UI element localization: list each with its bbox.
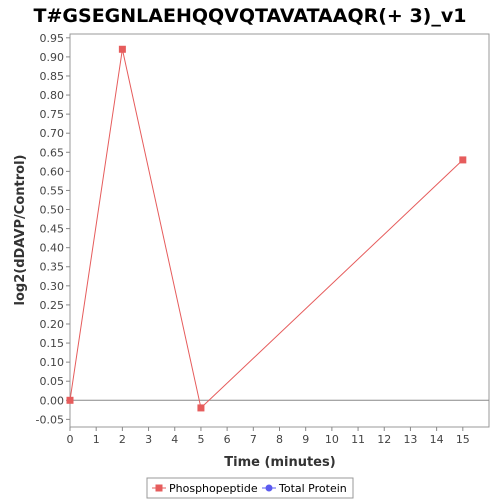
x-tick-label: 6: [224, 433, 231, 446]
y-tick-label: 0.30: [40, 280, 65, 293]
y-tick-label: 0.40: [40, 242, 65, 255]
legend-label: Phosphopeptide: [169, 482, 258, 495]
series-line: [69, 49, 464, 409]
legend-item: Phosphopeptide: [152, 482, 258, 495]
y-axis-label: log2(dDAVP/Control): [13, 155, 28, 306]
y-tick-label: 0.60: [40, 165, 65, 178]
x-tick-label: 12: [377, 433, 391, 446]
x-tick-label: 11: [351, 433, 365, 446]
x-tick-label: 10: [325, 433, 339, 446]
plot-area: [69, 33, 490, 428]
data-point: [118, 45, 126, 53]
y-tick-label: 0.55: [40, 184, 65, 197]
y-tick-label: -0.05: [36, 413, 64, 426]
y-tick-label: 0.10: [40, 356, 65, 369]
y-tick-label: 0.80: [40, 89, 65, 102]
y-tick-label: 0.05: [40, 375, 65, 388]
y-tick-label: 0.25: [40, 299, 65, 312]
x-tick-label: 7: [250, 433, 257, 446]
y-tick-label: 0.90: [40, 51, 65, 64]
x-tick-label: 8: [276, 433, 283, 446]
x-tick-label: 4: [171, 433, 178, 446]
y-tick-label: 0.50: [40, 204, 65, 217]
y-tick-label: 0.45: [40, 223, 65, 236]
y-axis: -0.05 0.00 0.05 0.10 0.15 0.20 0.25 0.30 0.35 0.4…: [36, 32, 70, 426]
y-tick-label: 0.35: [40, 261, 65, 274]
y-tick-label: 0.15: [40, 337, 65, 350]
x-tick-label: 2: [119, 433, 126, 446]
legend-label: Total Protein: [278, 482, 347, 495]
x-axis-label: Time (minutes): [224, 455, 335, 470]
data-point: [66, 396, 74, 404]
y-tick-label: 0.65: [40, 146, 65, 159]
x-tick-label: 1: [93, 433, 100, 446]
y-tick-label: 0.95: [40, 32, 65, 45]
y-tick-label: 0.85: [40, 70, 65, 83]
x-tick-label: 9: [302, 433, 309, 446]
legend: Phosphopeptide Total Protein: [146, 477, 354, 499]
series-phosphopeptide: [66, 45, 467, 412]
y-tick-label: 0.70: [40, 127, 65, 140]
chart-title: T#GSEGNLAEHQQVQTAVATAAQR(+ 3)_v1: [34, 5, 467, 27]
y-tick-label: 0.75: [40, 108, 65, 121]
x-tick-label: 13: [403, 433, 417, 446]
y-tick-label: 0.00: [40, 394, 65, 407]
x-tick-label: 3: [145, 433, 152, 446]
legend-box: [146, 477, 354, 499]
legend-item: Total Protein: [262, 482, 347, 495]
y-tick-label: 0.20: [40, 318, 65, 331]
data-point: [459, 156, 467, 164]
x-tick-label: 0: [67, 433, 74, 446]
data-point: [197, 404, 205, 412]
x-tick-label: 5: [197, 433, 204, 446]
x-axis: 0 1 2 3 4 5 6 7 8 9 10 11 12 13 14 15: [67, 427, 470, 446]
x-tick-label: 14: [430, 433, 444, 446]
legend-marker: [155, 484, 163, 492]
x-tick-label: 15: [456, 433, 470, 446]
legend-marker: [265, 484, 273, 492]
series-layer: [66, 45, 467, 412]
